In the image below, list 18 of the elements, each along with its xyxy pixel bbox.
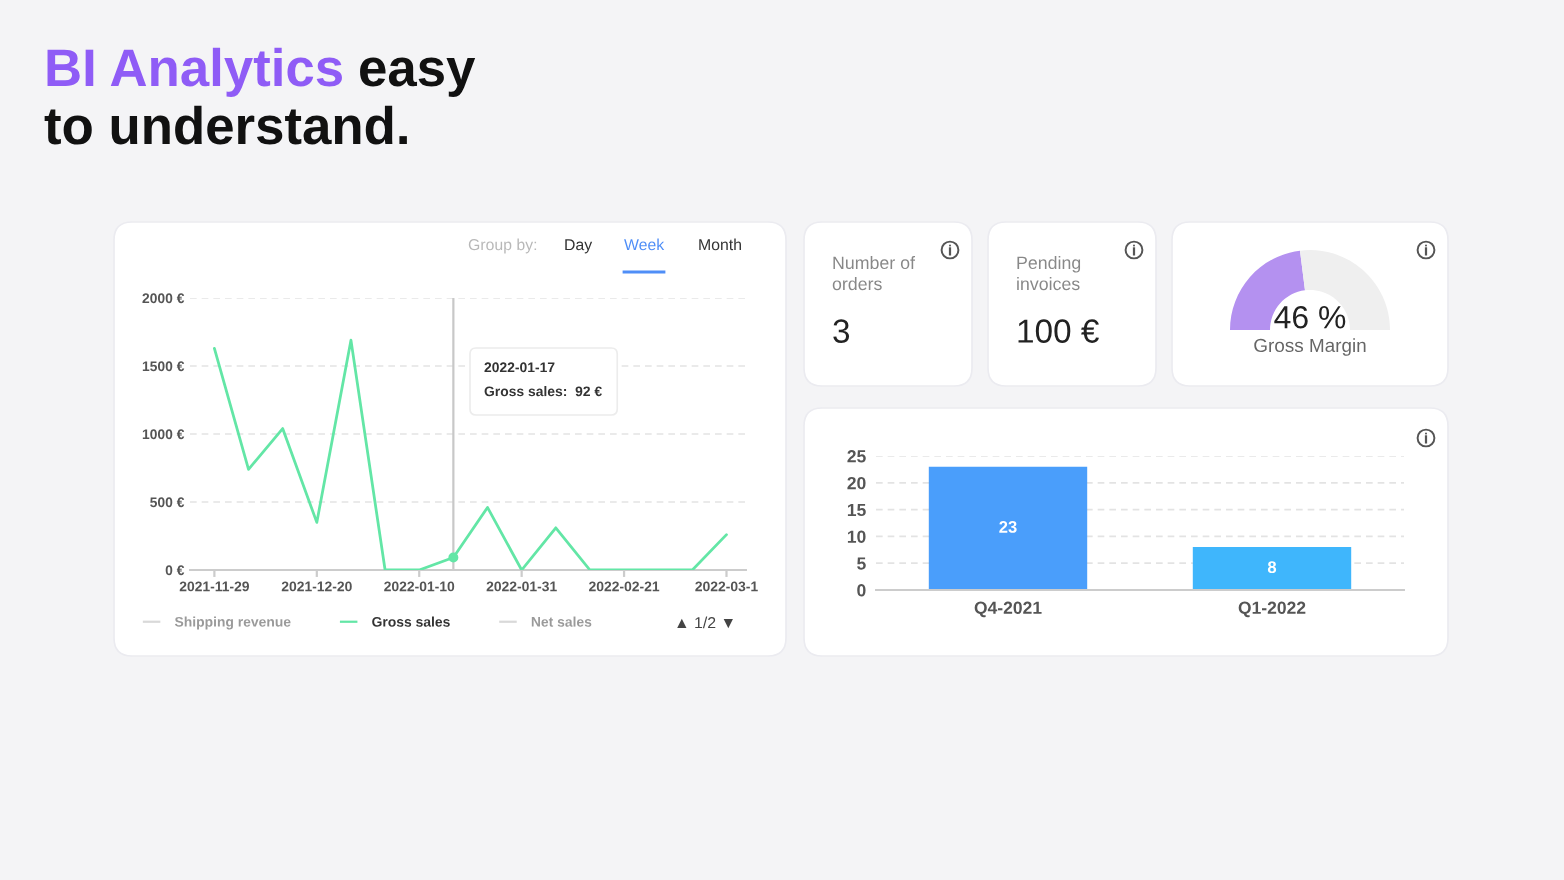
text: 100 € <box>1018 319 1099 343</box>
x-tick-label: Q1-2022 <box>1238 601 1306 618</box>
text: Pending invoices <box>1017 256 1081 291</box>
slice-label: Gross Margin <box>1254 338 1366 356</box>
line-series <box>213 338 728 570</box>
y-tick-label: 0 <box>857 584 866 597</box>
data-label: 46 % <box>1274 305 1346 329</box>
y-tick-label: 15 <box>847 503 866 517</box>
text: 3 <box>833 319 850 343</box>
y-tick-label: 10 <box>847 530 866 543</box>
y-tick-label: 5 <box>857 557 866 570</box>
y-tick-label: 20 <box>847 476 866 490</box>
data-label: 8 <box>1267 561 1277 574</box>
text: BI Analytics easy to understand. <box>44 47 476 145</box>
y-tick-label: 25 <box>847 450 866 463</box>
x-tick-label: Q4-2021 <box>974 601 1042 618</box>
data-label: 23 <box>999 521 1017 533</box>
text: Number of orders <box>832 256 916 291</box>
